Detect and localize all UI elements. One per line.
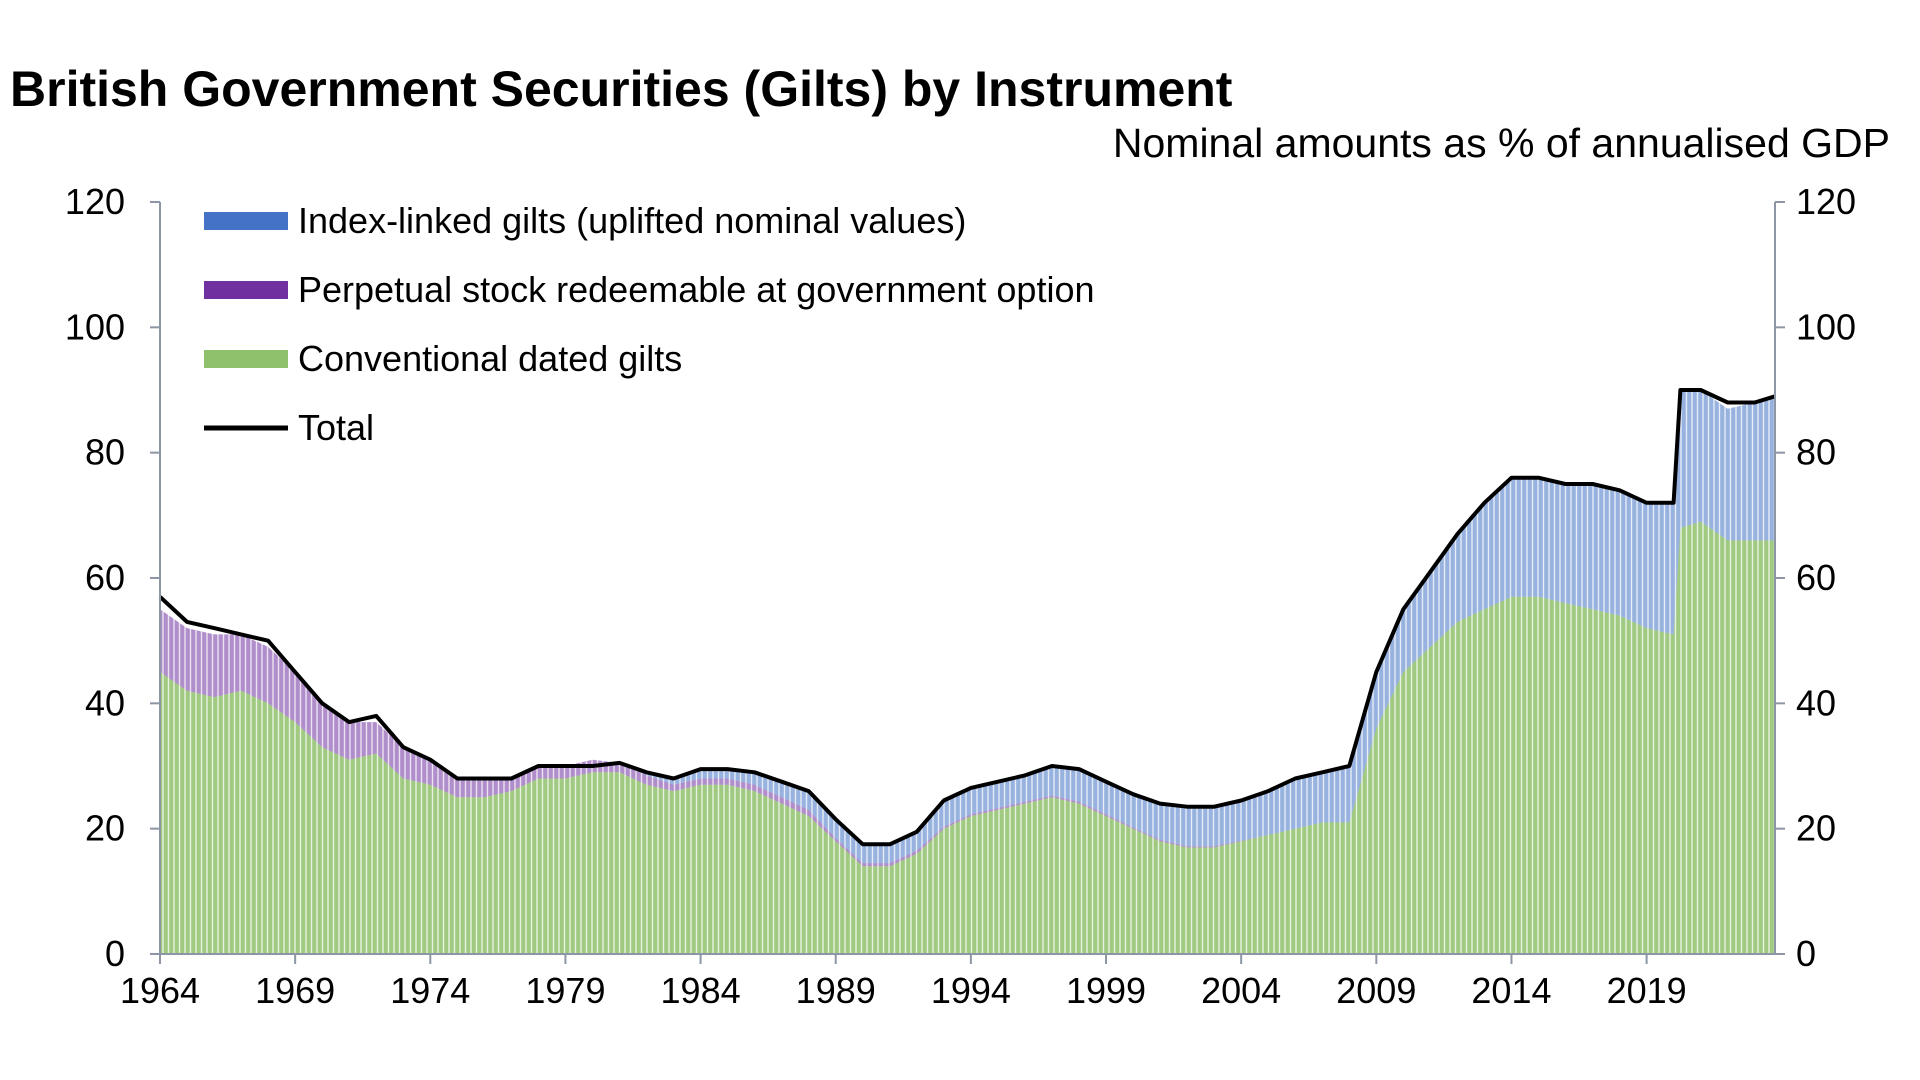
y-tick-label-right: 20 (1796, 808, 1836, 849)
x-tick-label: 1984 (661, 970, 741, 1011)
y-tick-label-right: 0 (1796, 933, 1816, 974)
y-tick-label-left: 80 (85, 432, 125, 473)
x-tick-label: 1979 (525, 970, 605, 1011)
chart-title: British Government Securities (Gilts) by… (10, 61, 1233, 117)
y-tick-label-left: 0 (105, 933, 125, 974)
y-tick-label-right: 120 (1796, 181, 1856, 222)
y-tick-label-right: 80 (1796, 432, 1836, 473)
y-tick-label-left: 120 (65, 181, 125, 222)
y-tick-label-right: 40 (1796, 682, 1836, 723)
legend-label: Index-linked gilts (uplifted nominal val… (298, 200, 966, 241)
y-tick-label-right: 100 (1796, 306, 1856, 347)
y-tick-label-right: 60 (1796, 557, 1836, 598)
legend-swatch (204, 212, 288, 230)
series-area-conventional (160, 521, 1775, 954)
x-tick-label: 1999 (1066, 970, 1146, 1011)
x-tick-label: 1989 (796, 970, 876, 1011)
legend-swatch (204, 350, 288, 368)
x-tick-label: 2004 (1201, 970, 1281, 1011)
x-tick-label: 1969 (255, 970, 335, 1011)
x-tick-label: 1964 (120, 970, 200, 1011)
legend-label: Conventional dated gilts (298, 338, 682, 379)
y-tick-label-left: 100 (65, 306, 125, 347)
y-tick-label-left: 20 (85, 808, 125, 849)
y-tick-label-left: 60 (85, 557, 125, 598)
series-area-index-linked (160, 390, 1775, 864)
bar-hatching (162, 202, 1776, 954)
x-tick-label: 2014 (1471, 970, 1551, 1011)
x-tick-label: 2009 (1336, 970, 1416, 1011)
series-line-total (158, 388, 1776, 847)
x-tick-label: 2019 (1607, 970, 1687, 1011)
chart-subtitle: Nominal amounts as % of annualised GDP (1112, 120, 1890, 166)
legend-swatch (204, 281, 288, 299)
y-tick-label-left: 40 (85, 682, 125, 723)
legend-label: Total (298, 407, 374, 448)
x-tick-label: 1974 (390, 970, 470, 1011)
legend-label: Perpetual stock redeemable at government… (298, 269, 1094, 310)
x-tick-label: 1994 (931, 970, 1011, 1011)
